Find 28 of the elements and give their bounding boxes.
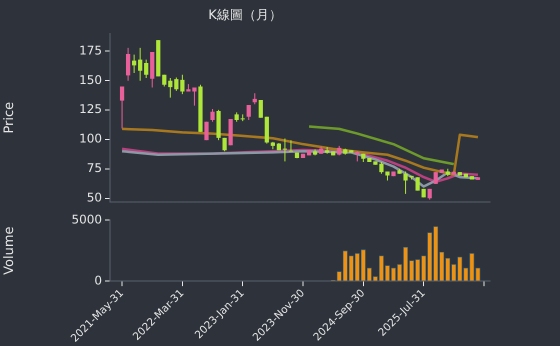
y-tick-label: 50 [86,190,102,204]
y-tick-label: 175 [79,43,102,58]
candlestick [132,54,136,74]
candlestick [416,176,420,192]
y-tick-label: 5000 [71,212,102,226]
candlestick [246,104,251,121]
y-tick-label: 125 [79,102,102,116]
candlestick [126,47,130,82]
candlestick [222,137,227,152]
chart-title: K線圖（月） [208,8,282,24]
y-tick-label: 0 [94,273,102,288]
candlestick [252,92,257,105]
candlestick [120,86,124,129]
candlestick [379,162,384,174]
candlestick [210,108,215,122]
y-axis-title: Price [2,102,18,134]
candlestick [282,138,288,162]
candlestick [355,150,360,162]
candlestick [204,121,209,141]
y-tick-label: 75 [86,160,102,175]
candlestick [337,145,342,156]
y-tick-label: 100 [79,132,102,146]
y-tick-label: 150 [79,72,102,87]
candlestick [180,74,184,95]
y-axis-title: Volume [2,226,18,275]
candlestick [403,170,408,194]
candlestick [192,86,197,106]
candlestick [288,140,294,152]
